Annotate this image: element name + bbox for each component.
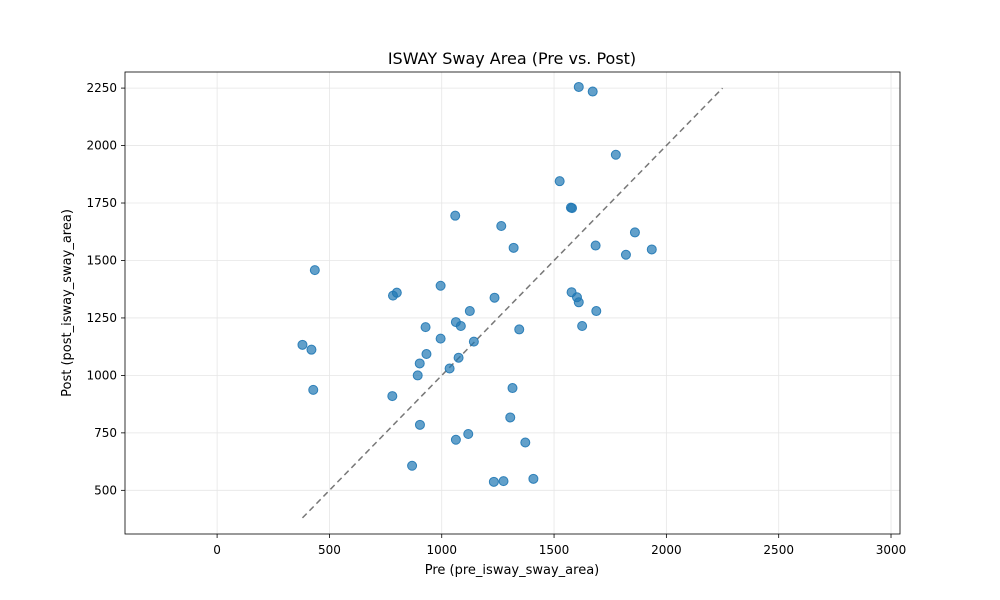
data-point (308, 384, 319, 395)
reference-line-y-equals-x (301, 87, 724, 519)
data-point (420, 322, 431, 333)
data-point (646, 244, 657, 255)
data-point (591, 306, 602, 317)
y-tick-label: 500 (94, 483, 117, 497)
x-axis-label: Pre (pre_isway_sway_area) (425, 563, 599, 578)
data-point (573, 81, 584, 92)
data-point (435, 333, 446, 344)
x-tick-label: 2000 (651, 543, 682, 557)
plot-area-frame (124, 71, 901, 535)
data-point (573, 297, 584, 308)
y-tick-label: 1250 (86, 311, 117, 325)
y-tick-label: 1000 (86, 368, 117, 382)
data-point (468, 336, 479, 347)
y-tick-label: 1750 (86, 196, 117, 210)
data-point (520, 437, 531, 448)
data-point (297, 339, 308, 350)
chart-title: ISWAY Sway Area (Pre vs. Post) (388, 49, 636, 68)
data-point (387, 391, 398, 402)
x-tick-label: 0 (213, 543, 221, 557)
data-point (412, 370, 423, 381)
data-point (508, 242, 519, 253)
data-point (498, 476, 509, 487)
data-point (450, 434, 461, 445)
data-point (629, 227, 640, 238)
data-point (567, 203, 578, 214)
data-point (309, 265, 320, 276)
data-point (464, 306, 475, 317)
data-point (414, 419, 425, 430)
data-point (577, 320, 588, 331)
data-point (554, 176, 565, 187)
data-point (505, 412, 516, 423)
y-axis-ticks: 500 750 1000 1250 1500 1750 2000 2250 (86, 81, 125, 497)
data-point (587, 86, 598, 97)
data-point (387, 290, 398, 301)
data-point (488, 476, 499, 487)
data-point (453, 352, 464, 363)
x-tick-label: 2500 (763, 543, 794, 557)
data-point (610, 149, 621, 160)
data-point (528, 473, 539, 484)
y-axis-label: Post (post_isway_sway_area) (60, 209, 75, 397)
data-point (306, 344, 317, 355)
y-tick-label: 2250 (86, 81, 117, 95)
data-point (620, 249, 631, 260)
data-point (435, 280, 446, 291)
y-tick-label: 1500 (86, 253, 117, 267)
x-tick-label: 500 (318, 543, 341, 557)
data-point (496, 221, 507, 231)
x-tick-label: 1000 (426, 543, 457, 557)
data-point (444, 363, 455, 374)
y-tick-label: 2000 (86, 139, 117, 153)
data-point (489, 292, 500, 303)
data-point (455, 320, 466, 331)
data-point (590, 240, 601, 251)
x-tick-label: 1500 (539, 543, 570, 557)
data-point (414, 358, 425, 369)
x-tick-label: 3000 (876, 543, 907, 557)
grid (125, 72, 900, 534)
data-point (514, 324, 525, 335)
data-points (297, 81, 657, 487)
data-point (407, 460, 418, 471)
data-point (450, 210, 461, 221)
data-point (421, 349, 432, 360)
data-point (463, 429, 474, 440)
x-axis-ticks: 0 500 1000 1500 2000 2500 3000 (213, 534, 906, 557)
y-tick-label: 750 (94, 426, 117, 440)
data-point (507, 383, 518, 394)
